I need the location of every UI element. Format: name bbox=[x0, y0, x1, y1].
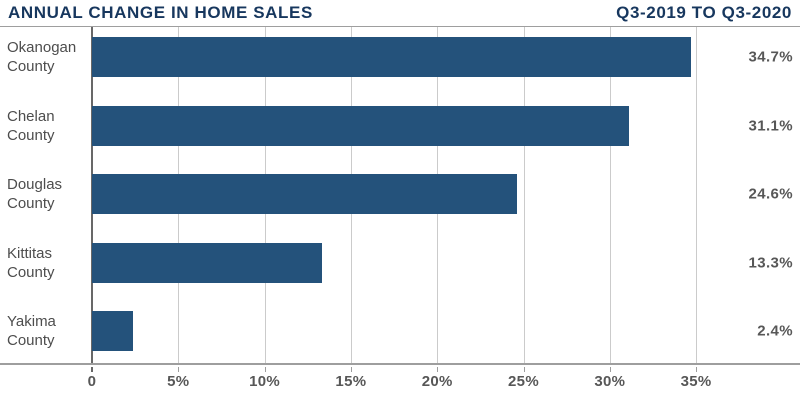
x-tick-label: 30% bbox=[594, 373, 626, 390]
axis-tick bbox=[178, 367, 180, 372]
gridline bbox=[523, 27, 525, 363]
axis-tick bbox=[437, 367, 439, 372]
category-label: Douglas County bbox=[7, 176, 63, 213]
value-label: 2.4% bbox=[757, 322, 793, 340]
x-tick-label: 5% bbox=[167, 373, 190, 390]
category-label: Okanogan County bbox=[7, 39, 77, 76]
gridline bbox=[696, 27, 698, 363]
chart-subtitle-period: Q3-2019 TO Q3-2020 bbox=[616, 3, 792, 22]
chart-header: ANNUAL CHANGE IN HOME SALES Q3-2019 TO Q… bbox=[0, 0, 800, 26]
bar-row: Chelan County 31.1% bbox=[0, 92, 800, 161]
value-label: 13.3% bbox=[748, 254, 793, 272]
category-label: Yakima County bbox=[7, 313, 56, 350]
axis-tick bbox=[609, 367, 611, 372]
bar bbox=[92, 105, 629, 146]
axis-tick bbox=[91, 367, 93, 372]
x-tick-label: 25% bbox=[508, 373, 539, 390]
x-tick-label: 15% bbox=[335, 373, 367, 390]
axis-tick bbox=[696, 367, 698, 372]
bar bbox=[92, 37, 691, 78]
bar-row: Douglas County 24.6% bbox=[0, 160, 800, 229]
bar-row: Okanogan County 34.7% bbox=[0, 23, 800, 92]
x-axis: 0 5% 10% 15% 20% 25% 30% 35% bbox=[0, 367, 800, 403]
value-label: 31.1% bbox=[748, 117, 793, 135]
gridline bbox=[609, 27, 611, 363]
category-label: Chelan County bbox=[7, 107, 55, 144]
x-tick-label: 0 bbox=[87, 373, 97, 390]
x-tick-label: 35% bbox=[680, 373, 712, 390]
bar-row: Kittitas County 13.3% bbox=[0, 229, 800, 298]
x-tick-label: 10% bbox=[249, 373, 281, 390]
chart-title: ANNUAL CHANGE IN HOME SALES bbox=[8, 3, 313, 22]
axis-tick bbox=[264, 367, 266, 372]
axis-tick bbox=[523, 367, 525, 372]
value-label: 24.6% bbox=[748, 185, 793, 203]
value-label: 34.7% bbox=[748, 48, 793, 66]
category-label: Kittitas County bbox=[7, 244, 55, 281]
x-tick-label: 20% bbox=[421, 373, 453, 390]
bar bbox=[92, 242, 322, 283]
bar-row: Yakima County 2.4% bbox=[0, 297, 800, 366]
bar bbox=[92, 311, 134, 352]
bar bbox=[92, 174, 517, 215]
bar-rows: Okanogan County 34.7% Chelan County 31.1% Do… bbox=[0, 23, 800, 366]
axis-tick bbox=[350, 367, 352, 372]
